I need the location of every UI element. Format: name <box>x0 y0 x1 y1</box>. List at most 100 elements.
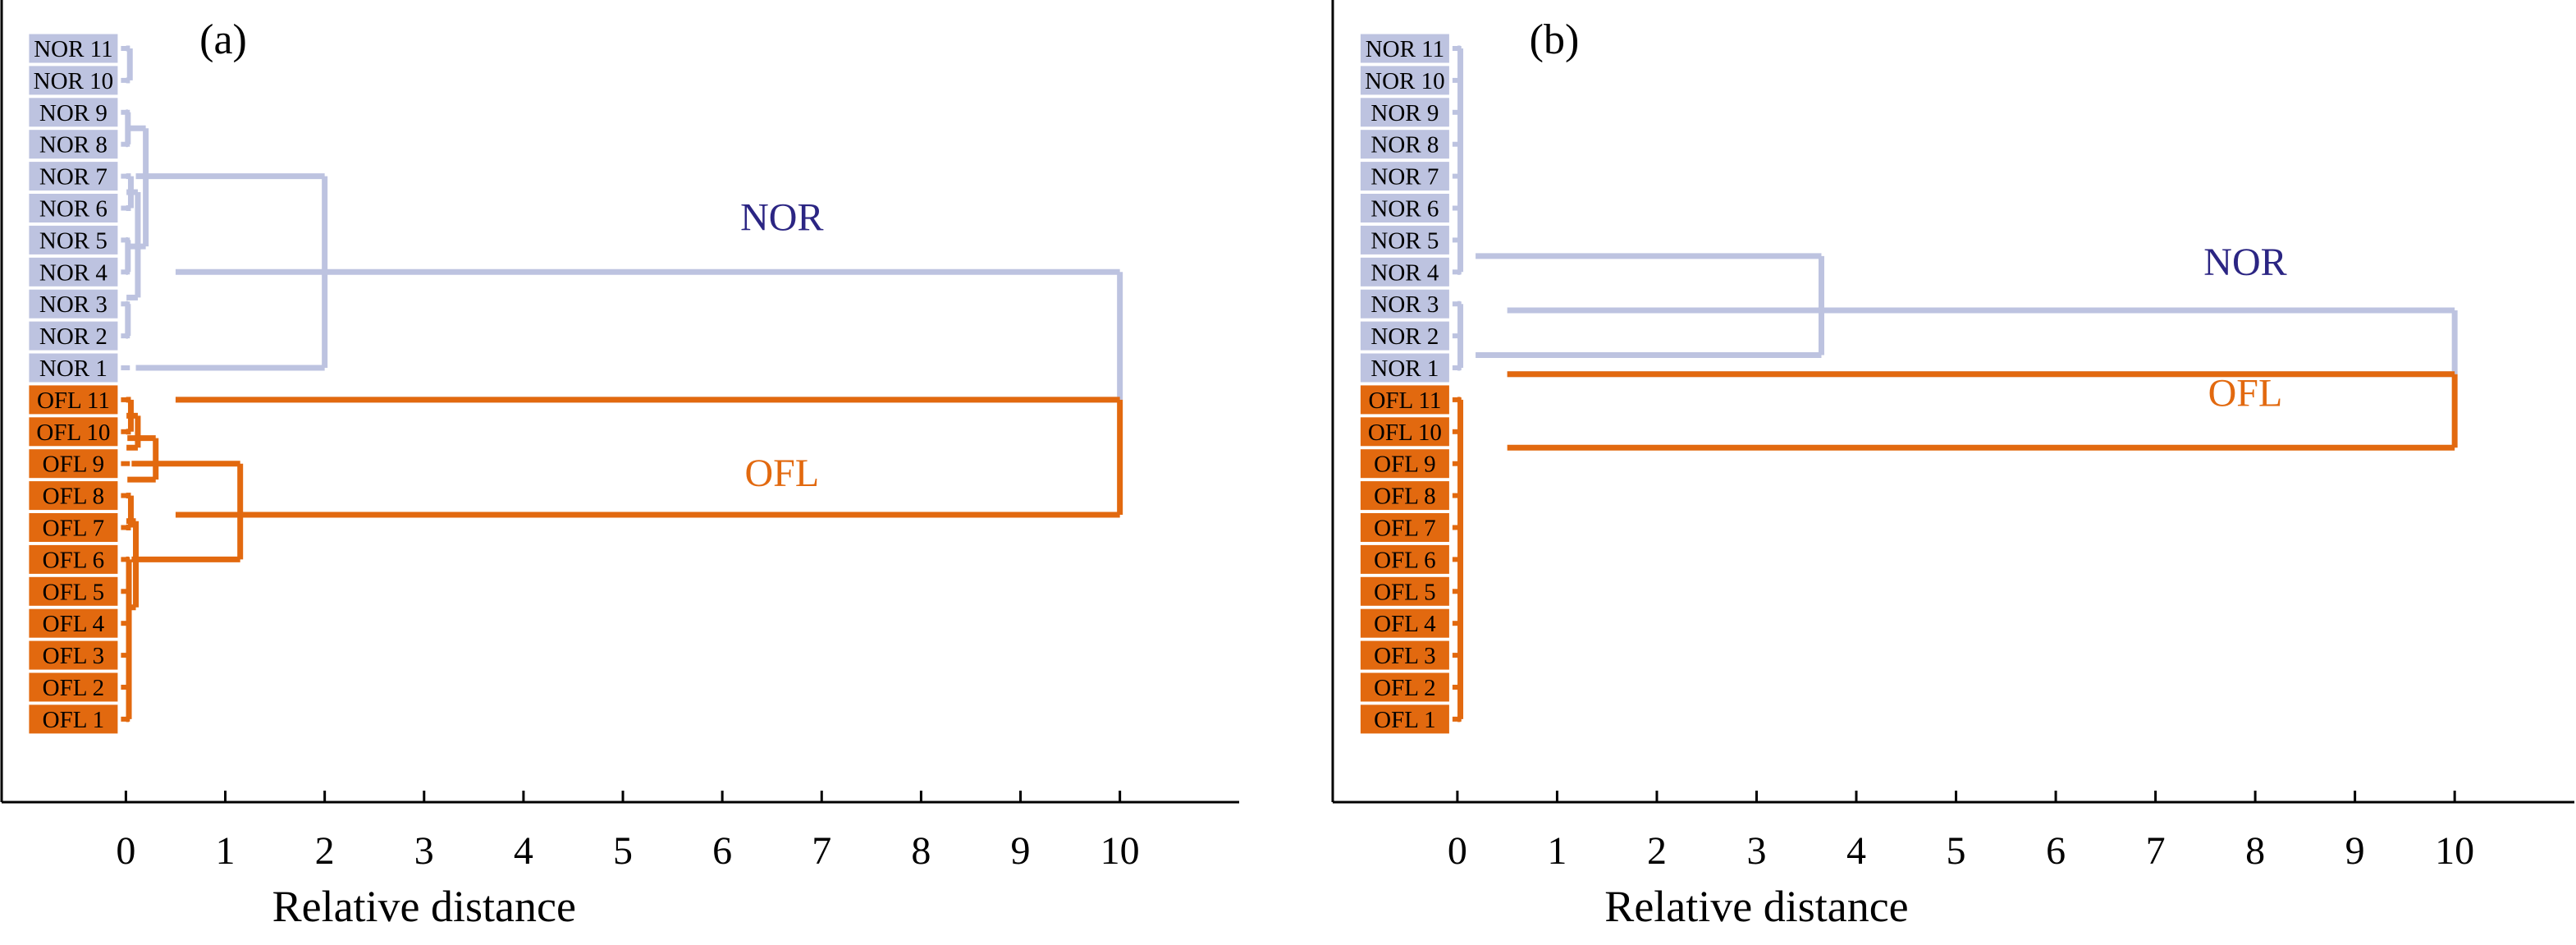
panel-b-tick-label-4: 4 <box>1846 829 1866 873</box>
panel-a-cluster-label-ofl: OFL <box>744 452 819 495</box>
panel-b-leaf-label-21: OFL 1 <box>1374 707 1435 733</box>
panel-a-leaf-box-11 <box>29 385 118 415</box>
panel-b-leaf-label-13: OFL 9 <box>1374 452 1435 478</box>
panel-a-tick-label-7: 7 <box>812 829 831 873</box>
panel-a-leaf-box-13 <box>29 449 118 479</box>
panel-b-tick-label-9: 9 <box>2345 829 2365 873</box>
panel-b-leaf-box-4 <box>1360 162 1449 191</box>
panel-b-leaf-label-15: OFL 7 <box>1374 516 1435 542</box>
panel-a-x-axis-label: Relative distance <box>272 882 576 931</box>
panel-a-leaf-label-11: OFL 11 <box>37 388 110 414</box>
panel-b-tick-label-8: 8 <box>2245 829 2265 873</box>
panel-b-panel-label: (b) <box>1530 16 1580 63</box>
panel-a-leaf-label-14: OFL 8 <box>43 484 104 510</box>
panel-a-leaf-box-10 <box>29 353 118 383</box>
panel-b-leaf-label-0: NOR 11 <box>1366 36 1444 62</box>
panel-a-leaf-box-0 <box>29 34 118 63</box>
panel-a-leaf-label-21: OFL 1 <box>43 707 104 733</box>
panel-b-leaf-label-2: NOR 9 <box>1370 100 1439 126</box>
panel-a-tick-label-5: 5 <box>613 829 633 873</box>
panel-b-leaf-box-15 <box>1360 513 1449 542</box>
panel-a-tick-label-1: 1 <box>216 829 236 873</box>
panel-a-leaf-label-10: NOR 1 <box>39 356 108 382</box>
panel-a-leaf-label-1: NOR 10 <box>34 68 113 94</box>
panel-b-leaf-label-1: NOR 10 <box>1365 68 1444 94</box>
panel-b-leaf-label-14: OFL 8 <box>1374 484 1435 510</box>
panel-a-leaf-box-19 <box>29 640 118 670</box>
panel-b-leaf-label-3: NOR 8 <box>1370 132 1439 158</box>
panel-b-tick-label-6: 6 <box>2046 829 2066 873</box>
panel-a-leaf-label-4: NOR 7 <box>39 164 108 190</box>
panel-b-leaf-box-6 <box>1360 225 1449 255</box>
panel-b-leaf-box-21 <box>1360 704 1449 734</box>
panel-b-leaf-label-5: NOR 6 <box>1370 196 1439 222</box>
panel-a-leaf-box-2 <box>29 98 118 127</box>
panel-a-leaf-box-4 <box>29 162 118 191</box>
panel-b-leaf-label-6: NOR 5 <box>1370 227 1439 254</box>
panel-a-leaf-box-3 <box>29 130 118 159</box>
panel-b-cluster-label-ofl: OFL <box>2208 372 2283 415</box>
panel-a-tick-label-8: 8 <box>911 829 931 873</box>
panel-a-leaf-label-15: OFL 7 <box>43 516 104 542</box>
panel-b-x-axis-label: Relative distance <box>1604 882 1908 931</box>
panel-a-leaf-label-3: NOR 8 <box>39 132 108 158</box>
panel-b-leaf-box-16 <box>1360 544 1449 574</box>
panel-b-leaf-label-20: OFL 2 <box>1374 675 1435 701</box>
panel-a-leaf-box-16 <box>29 544 118 574</box>
panel-a-leaf-box-14 <box>29 481 118 511</box>
panel-b-leaf-box-19 <box>1360 640 1449 670</box>
panel-b-leaf-label-12: OFL 10 <box>1368 420 1442 446</box>
panel-a-tick-label-0: 0 <box>116 829 135 873</box>
panel-b-tick-label-10: 10 <box>2435 829 2474 873</box>
panel-b-cluster-label-nor: NOR <box>2203 241 2286 284</box>
panel-b-leaf-box-20 <box>1360 672 1449 702</box>
panel-b-leaf-box-8 <box>1360 289 1449 319</box>
panel-b-leaf-label-17: OFL 5 <box>1374 579 1435 605</box>
panel-b-leaf-label-19: OFL 3 <box>1374 643 1435 669</box>
panel-a-leaf-label-18: OFL 4 <box>43 611 105 637</box>
panel-a-leaf-box-7 <box>29 257 118 287</box>
panel-a-leaf-label-13: OFL 9 <box>43 452 104 478</box>
panel-b-leaf-box-2 <box>1360 98 1449 127</box>
panel-b-leaf-box-12 <box>1360 417 1449 447</box>
panel-a-leaf-box-5 <box>29 194 118 222</box>
panel-b-leaf-box-0 <box>1360 34 1449 63</box>
panel-b-leaf-box-17 <box>1360 576 1449 606</box>
panel-b-tick-label-1: 1 <box>1547 829 1567 873</box>
panel-a-tick-label-10: 10 <box>1100 829 1140 873</box>
panel-a-leaf-label-16: OFL 6 <box>43 547 104 573</box>
panel-a-cluster-label-nor: NOR <box>740 196 823 240</box>
panel-a-leaf-label-2: NOR 9 <box>39 100 108 126</box>
panel-a-leaf-label-8: NOR 3 <box>39 291 108 318</box>
panel-a-leaf-box-15 <box>29 513 118 542</box>
panel-b-leaf-box-14 <box>1360 481 1449 511</box>
panel-a-leaf-box-1 <box>29 66 118 95</box>
panel-b-leaf-box-13 <box>1360 449 1449 479</box>
panel-a-leaf-box-18 <box>29 608 118 638</box>
panel-a-tick-label-6: 6 <box>712 829 732 873</box>
panel-a-leaf-label-5: NOR 6 <box>39 196 108 222</box>
panel-b-tick-label-5: 5 <box>1947 829 1966 873</box>
panel-b-leaf-label-7: NOR 4 <box>1370 259 1439 286</box>
panel-b-leaf-box-7 <box>1360 257 1449 287</box>
panel-b-leaf-box-3 <box>1360 130 1449 159</box>
panel-b-tick-label-7: 7 <box>2146 829 2166 873</box>
panel-a-tick-label-2: 2 <box>315 829 335 873</box>
panel-b-tick-label-0: 0 <box>1448 829 1467 873</box>
panel-a-leaf-box-17 <box>29 576 118 606</box>
panel-a-tick-label-3: 3 <box>414 829 434 873</box>
panel-a-leaf-box-12 <box>29 417 118 447</box>
panel-a-leaf-label-6: NOR 5 <box>39 227 108 254</box>
panel-b-leaf-label-8: NOR 3 <box>1370 291 1439 318</box>
panel-b-leaf-box-11 <box>1360 385 1449 415</box>
panel-b-leaf-box-5 <box>1360 194 1449 222</box>
panel-a-leaf-label-19: OFL 3 <box>43 643 104 669</box>
panel-a-leaf-label-20: OFL 2 <box>43 675 104 701</box>
panel-a-leaf-label-9: NOR 2 <box>39 323 108 350</box>
panel-a-panel-label: (a) <box>199 16 247 63</box>
panel-a-leaf-box-20 <box>29 672 118 702</box>
panel-a-tick-label-9: 9 <box>1011 829 1031 873</box>
panel-b-leaf-label-16: OFL 6 <box>1374 547 1435 573</box>
